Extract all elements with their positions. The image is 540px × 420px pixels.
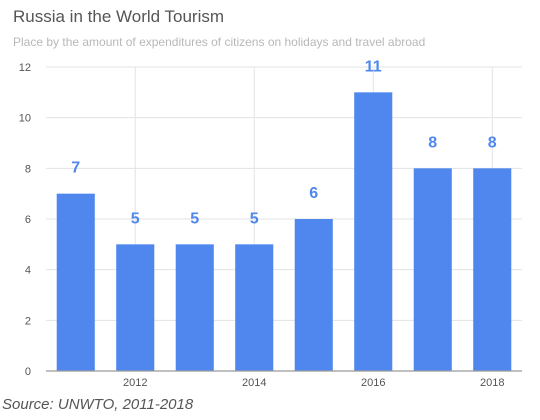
data-label: 5: [131, 210, 140, 227]
y-tick-label: 8: [25, 163, 31, 175]
bar: [116, 244, 155, 371]
chart-title: Russia in the World Tourism: [13, 7, 225, 26]
x-tick-label: 2014: [242, 377, 266, 389]
y-tick-label: 12: [19, 62, 31, 74]
bar: [413, 168, 452, 371]
data-label: 8: [488, 134, 497, 151]
x-tick-label: 2012: [123, 377, 147, 389]
data-label: 7: [71, 160, 80, 177]
y-tick-label: 2: [25, 315, 31, 327]
bar: [354, 92, 393, 371]
y-axis-ticks: 0 2 4 6 8 10 12: [19, 62, 31, 378]
data-label: 11: [365, 58, 382, 75]
x-axis: 2012 2014 2016 2018: [46, 370, 522, 389]
source-note: Source: UNWTO, 2011-2018: [2, 396, 194, 413]
x-tick-label: 2016: [361, 377, 385, 389]
x-tick-label: 2018: [480, 377, 504, 389]
y-tick-label: 0: [25, 366, 31, 378]
data-label: 8: [428, 134, 437, 151]
y-tick-label: 4: [25, 265, 31, 277]
bar: [235, 244, 274, 371]
bar-chart: 0 2 4 6 8 10 12 7 5 5 5 6 11 8 8 2012 2014 2016 2018: [19, 58, 522, 389]
bar: [56, 193, 95, 371]
bar: [294, 219, 333, 371]
bar: [175, 244, 214, 371]
bars: [56, 92, 512, 371]
data-label: 5: [250, 210, 259, 227]
data-label: 6: [309, 185, 318, 202]
y-tick-label: 10: [19, 113, 31, 125]
bar: [473, 168, 512, 371]
chart-subtitle: Place by the amount of expenditures of c…: [13, 35, 426, 49]
y-tick-label: 6: [25, 214, 31, 226]
data-labels: 7 5 5 5 6 11 8 8: [71, 58, 497, 227]
data-label: 5: [190, 210, 199, 227]
